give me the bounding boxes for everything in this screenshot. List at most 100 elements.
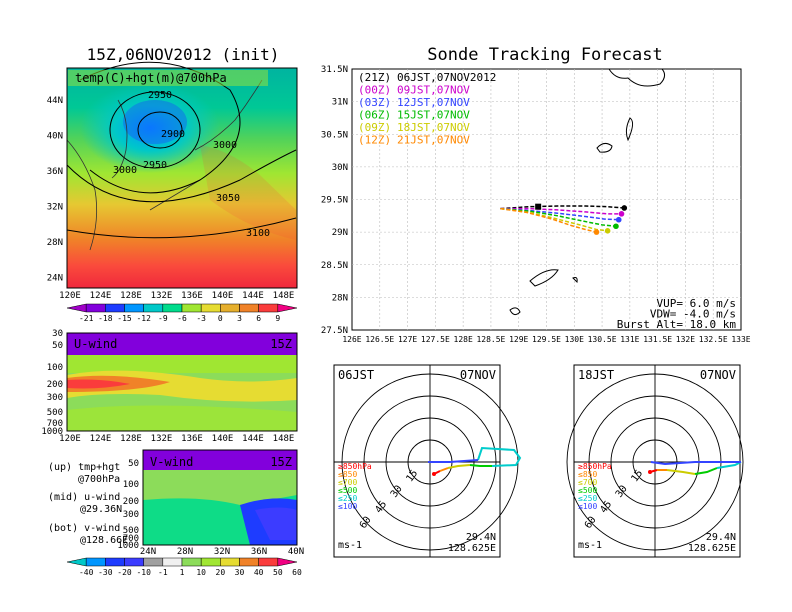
legend-text: 18JST,07NOV (397, 121, 470, 134)
pressure-tick-label: 50 (52, 341, 63, 351)
lat-tick-label: 36N (251, 547, 267, 557)
mid-lon-ticks: 120E 124E 128E 132E 136E 140E 144E 148E (59, 434, 294, 444)
track-endpoint (613, 223, 619, 230)
island-kikai (572, 277, 578, 284)
lon-tick-label: 128E (120, 291, 142, 301)
lat-tick-label: 31N (332, 98, 348, 108)
pressure-tick-label: 1000 (41, 427, 63, 437)
lat-tick-label: 29N (332, 228, 348, 238)
lon-tick-label: 126E (342, 335, 361, 344)
lat-tick-label: 28N (47, 238, 63, 248)
colorbar-swatch (66, 303, 87, 313)
hodograph-time: 18JST (578, 368, 614, 382)
colorbar-swatch (258, 303, 279, 313)
left-notes: (up) tmp+hgt@700hPa (mid) u-wind@29.36N (b… (48, 462, 128, 546)
lon-tick-label: 136E (181, 291, 203, 301)
colorbar-swatch (143, 303, 164, 313)
u-wind-label: U-wind (74, 337, 117, 351)
lon-tick-label: 132E (151, 291, 173, 301)
hodograph-lon: 128.625E (688, 543, 736, 554)
coastline-korea (111, 99, 128, 179)
lat-tick-label: 24N (140, 547, 156, 557)
colorbar-label: 60 (292, 568, 302, 577)
legend-text: 12JST,07NOV (397, 96, 470, 109)
forecast-param: Burst Alt= 18.0 km (617, 318, 737, 331)
lon-tick-label: 124E (90, 434, 112, 444)
track-legend: (21Z) 06JST,07NOV2012 (00Z) 09JST,07NOV (03Z… (358, 71, 496, 147)
v-lat-ticks: 24N 28N 32N 36N 40N (140, 547, 304, 557)
track-endpoint (593, 229, 600, 235)
colorbar-swatch (105, 303, 125, 313)
pressure-tick-label: 300 (47, 393, 63, 403)
pressure-legend-item: ≤700 (338, 478, 357, 487)
colorbar-label: 40 (254, 568, 264, 577)
track-map-panel (351, 68, 742, 331)
pressure-tick-label: 700 (47, 419, 63, 429)
colorbar-label: -10 (136, 568, 151, 577)
lon-tick-label: 129E (509, 335, 528, 344)
colorbar-swatch (124, 557, 144, 567)
hodograph-unit: ms-1 (338, 540, 362, 551)
left-top-title: 15Z,06NOV2012 (init) (87, 45, 280, 64)
colorbar-swatch (162, 303, 183, 313)
lat-tick-label: 40N (47, 132, 63, 142)
v-wind-label: V-wind (150, 455, 193, 469)
lat-tick-label: 44N (47, 96, 63, 106)
colorbar-label: 10 (196, 568, 206, 577)
forecast-param: VUP= 6.0 m/s (657, 297, 736, 310)
island-kyushu (608, 68, 666, 87)
wind-colorbar: -40 -30 -20 -10 -1 1 10 20 30 40 50 60 (66, 557, 302, 577)
colorbar-label: 0 (218, 314, 223, 323)
colorbar-swatch (181, 557, 202, 567)
lon-tick-label: 128.5E (476, 335, 505, 344)
surface-point (648, 470, 652, 474)
colorbar-label: 20 (216, 568, 226, 577)
pressure-tick-label: 50 (128, 459, 139, 469)
note-line: (up) tmp+hgt (48, 462, 120, 473)
pressure-legend-item: ≤850 (338, 470, 357, 479)
lat-tick-label: 28N (332, 293, 348, 303)
main-title: Sonde Tracking Forecast (427, 45, 662, 65)
note-line: (mid) u-wind (48, 492, 120, 503)
track-endpoint (621, 205, 628, 211)
pressure-legend-item: ≤850 (578, 470, 597, 479)
colorbar-swatch (181, 303, 202, 313)
lon-tick-label: 127.5E (421, 335, 450, 344)
contour-label: 2900 (161, 129, 185, 140)
pressure-tick-label: 500 (47, 408, 63, 418)
note-line: @29.36N (80, 504, 122, 515)
colorbar-label: -21 (79, 314, 94, 323)
hodograph-lon: 128.625E (448, 543, 496, 554)
lon-tick-label: 132E (676, 335, 695, 344)
pressure-tick-label: 200 (123, 497, 139, 507)
contour-label: 3000 (213, 140, 237, 151)
lat-tick-label: 24N (47, 274, 63, 284)
legend-code: (09Z) (358, 121, 391, 134)
lat-tick-label: 30.5N (321, 130, 348, 140)
lat-tick-label: 29.5N (321, 196, 348, 206)
colorbar-swatch (277, 557, 298, 567)
island-tanegashima (625, 117, 634, 142)
lon-tick-label: 136E (181, 434, 203, 444)
lat-tick-label: 40N (288, 547, 304, 557)
legend-text: 15JST,07NOV (397, 109, 470, 122)
colorbar-label: -1 (158, 568, 168, 577)
v-wind-panel (142, 449, 298, 546)
pressure-legend-item: ≥850hPa (338, 462, 372, 471)
colorbar-label: 3 (237, 314, 242, 323)
colorbar-label: -18 (98, 314, 113, 323)
lat-tick-label: 28N (177, 547, 193, 557)
colorbar-swatch (277, 303, 298, 313)
track-series (500, 203, 628, 235)
track-line (500, 207, 622, 215)
colorbar-label: -3 (196, 314, 206, 323)
track-lat-ticks: 31.5N 31N 30.5N 30N 29.5N 29N 28.5N 28N 27.5N (321, 65, 348, 336)
hodograph-trace (469, 464, 492, 467)
hodograph-time: 06JST (338, 368, 374, 382)
contour-label: 3050 (216, 193, 240, 204)
contour-labels: 2950 2900 2950 3000 3000 3050 3100 (113, 90, 270, 239)
pressure-tick-label: 200 (47, 380, 63, 390)
